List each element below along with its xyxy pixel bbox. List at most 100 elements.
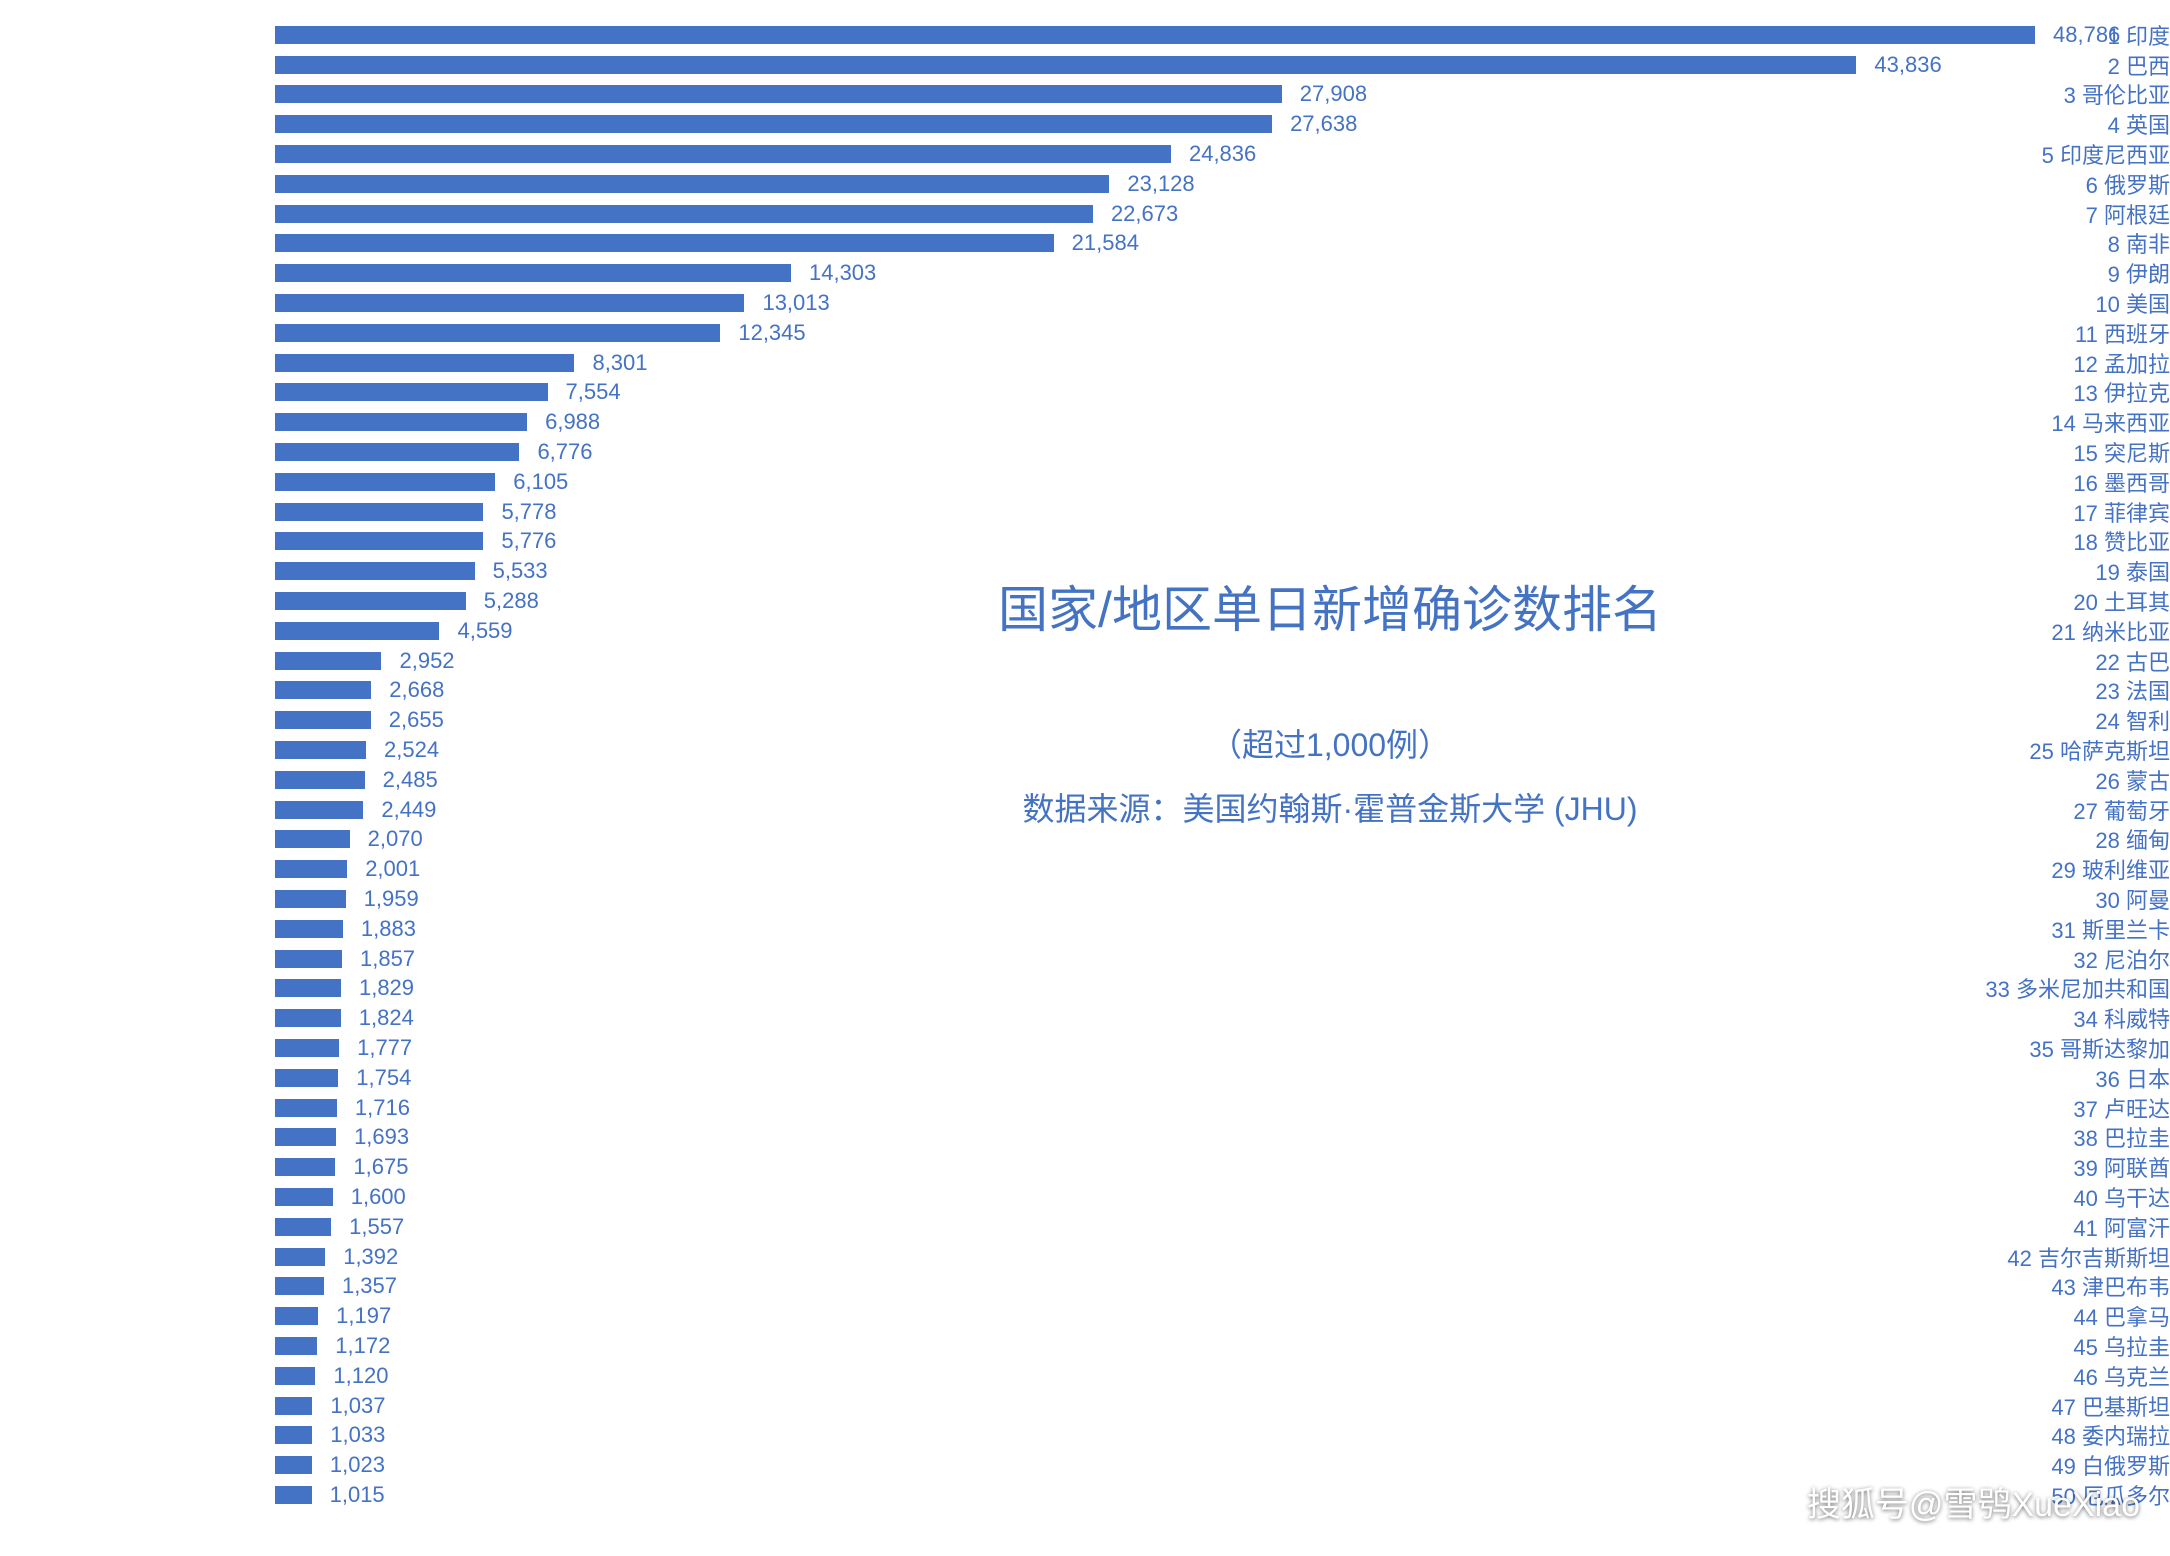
chart-source: 数据来源：美国约翰斯·霍普金斯大学 (JHU): [830, 784, 1830, 830]
category-label: 29 玻利维亚: [1903, 853, 2170, 885]
bar: [275, 1128, 336, 1146]
value-label: 7,554: [566, 379, 621, 405]
value-label: 1,824: [359, 1005, 414, 1031]
bar: [275, 85, 1282, 103]
category-label: 9 伊朗: [1903, 257, 2170, 289]
category-label: 47 巴基斯坦: [1903, 1390, 2170, 1422]
value-label: 1,037: [330, 1393, 385, 1419]
category-label: 38 巴拉圭: [1903, 1121, 2170, 1153]
category-label: 12 孟加拉: [1903, 347, 2170, 379]
bar-row: 46 乌克兰 1,120: [0, 1361, 2170, 1391]
value-label: 27,908: [1300, 81, 1367, 107]
value-label: 13,013: [762, 290, 829, 316]
chart-subtitle: （超过1,000例）: [830, 720, 1830, 766]
value-label: 1,120: [333, 1363, 388, 1389]
value-label: 5,778: [501, 499, 556, 525]
bar-row: 36 日本1,754: [0, 1063, 2170, 1093]
bar-row: 29 玻利维亚2,001: [0, 854, 2170, 884]
category-label: 14 马来西亚: [1903, 406, 2170, 438]
category-label: 8 南非: [1903, 227, 2170, 259]
bar: [275, 354, 574, 372]
category-label: 33 多米尼加共和国: [1903, 972, 2170, 1004]
bar-row: 31 斯里兰卡1,883: [0, 914, 2170, 944]
category-label: 45 乌拉圭: [1903, 1330, 2170, 1362]
category-label: 44 巴拿马: [1903, 1300, 2170, 1332]
bar: [275, 1426, 312, 1444]
bar: [275, 741, 366, 759]
category-label: 37 卢旺达: [1903, 1092, 2170, 1124]
bar-row: 14 马来西亚6,988: [0, 407, 2170, 437]
bar: [275, 383, 548, 401]
bar: [275, 1218, 331, 1236]
value-label: 2,655: [389, 707, 444, 733]
bar-row: 37 卢旺达 1,716: [0, 1093, 2170, 1123]
bar: [275, 264, 791, 282]
chart-title-block: 国家/地区单日新增确诊数排名 （超过1,000例） 数据来源：美国约翰斯·霍普金…: [830, 570, 1830, 830]
bar: [275, 473, 495, 491]
bar: [275, 950, 342, 968]
value-label: 48,786: [2053, 22, 2120, 48]
value-label: 1,716: [355, 1095, 410, 1121]
category-label: 21 纳米比亚: [1903, 615, 2170, 647]
bar-row: 39 阿联酋1,675: [0, 1152, 2170, 1182]
category-label: 16 墨西哥: [1903, 466, 2170, 498]
value-label: 6,105: [513, 469, 568, 495]
value-label: 12,345: [738, 320, 805, 346]
category-label: 35 哥斯达黎加: [1903, 1032, 2170, 1064]
value-label: 5,776: [501, 528, 556, 554]
category-label: 6 俄罗斯: [1903, 168, 2170, 200]
category-label: 46 乌克兰: [1903, 1360, 2170, 1392]
category-label: 41 阿富汗: [1903, 1211, 2170, 1243]
value-label: 1,777: [357, 1035, 412, 1061]
value-label: 43,836: [1874, 52, 1941, 78]
bar-row: 32 尼泊尔1,857: [0, 944, 2170, 974]
bar: [275, 175, 1109, 193]
value-label: 2,524: [384, 737, 439, 763]
value-label: 1,600: [351, 1184, 406, 1210]
category-label: 27 葡萄牙: [1903, 794, 2170, 826]
bar: [275, 115, 1272, 133]
value-label: 8,301: [592, 350, 647, 376]
bar-row: 47 巴基斯坦 1,037: [0, 1391, 2170, 1421]
category-label: 13 伊拉克: [1903, 376, 2170, 408]
value-label: 2,449: [381, 797, 436, 823]
bar-row: 1 印度48,786: [0, 20, 2170, 50]
category-label: 40 乌干达: [1903, 1181, 2170, 1213]
bar-row: 12 孟加拉 8,301: [0, 348, 2170, 378]
bar: [275, 532, 483, 550]
bar-row: 38 巴拉圭1,693: [0, 1123, 2170, 1153]
bar-row: 42 吉尔吉斯斯坦1,392: [0, 1242, 2170, 1272]
category-label: 18 赞比亚: [1903, 525, 2170, 557]
value-label: 2,952: [399, 648, 454, 674]
value-label: 24,836: [1189, 141, 1256, 167]
bar-row: 48 委内瑞拉1,033: [0, 1421, 2170, 1451]
bar: [275, 652, 381, 670]
bar-row: 8 南非21,584: [0, 229, 2170, 259]
category-label: 39 阿联酋: [1903, 1151, 2170, 1183]
bar: [275, 1486, 312, 1504]
bar: [275, 324, 720, 342]
category-label: 36 日本: [1903, 1062, 2170, 1094]
category-label: 22 古巴: [1903, 645, 2170, 677]
value-label: 1,357: [342, 1273, 397, 1299]
bar-row: 17 菲律宾5,778: [0, 497, 2170, 527]
bar: [275, 1337, 317, 1355]
bar: [275, 26, 2035, 44]
bar: [275, 801, 363, 819]
bar: [275, 711, 371, 729]
category-label: 30 阿曼: [1903, 883, 2170, 915]
value-label: 27,638: [1290, 111, 1357, 137]
bar: [275, 1367, 315, 1385]
value-label: 6,776: [537, 439, 592, 465]
category-label: 3 哥伦比亚: [1903, 78, 2170, 110]
bar: [275, 294, 744, 312]
value-label: 1,392: [343, 1244, 398, 1270]
value-label: 2,485: [383, 767, 438, 793]
category-label: 5 印度尼西亚: [1903, 138, 2170, 170]
value-label: 1,197: [336, 1303, 391, 1329]
value-label: 1,172: [335, 1333, 390, 1359]
category-label: 28 缅甸: [1903, 823, 2170, 855]
bar-row: 33 多米尼加共和国1,829: [0, 974, 2170, 1004]
value-label: 1,015: [330, 1482, 385, 1508]
bar: [275, 145, 1171, 163]
